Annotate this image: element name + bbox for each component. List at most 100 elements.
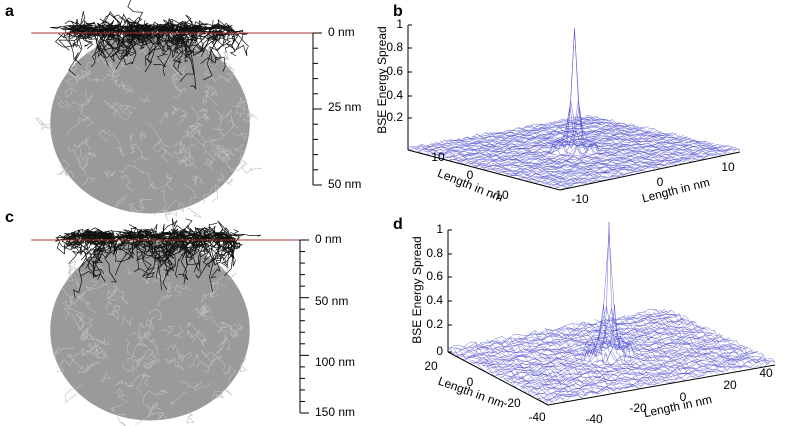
trajectory	[67, 354, 81, 368]
trajectory	[71, 11, 91, 40]
trajectory	[142, 330, 152, 339]
trajectory	[179, 148, 195, 168]
mesh-line	[483, 29, 666, 168]
trajectory	[194, 381, 213, 391]
trajectory	[115, 379, 128, 386]
mesh-line	[525, 350, 751, 391]
trajectory	[73, 347, 85, 360]
trajectory	[192, 174, 199, 187]
trajectory	[65, 75, 82, 81]
trajectory	[111, 304, 119, 320]
trajectory	[81, 342, 96, 357]
mesh-line	[507, 338, 732, 380]
trajectory	[160, 325, 174, 336]
trajectory	[166, 173, 173, 192]
trajectory	[84, 228, 99, 235]
trajectory	[116, 388, 129, 403]
trajectory	[118, 291, 130, 306]
trajectory	[209, 282, 226, 290]
mesh-line	[527, 349, 754, 394]
trajectory	[99, 27, 123, 60]
trajectory	[41, 122, 54, 131]
mesh-line	[458, 348, 560, 401]
trajectory	[217, 232, 230, 268]
x-tick-label: 20	[424, 359, 438, 373]
mesh-line	[448, 139, 601, 181]
trajectory	[118, 17, 144, 27]
x-axis	[447, 351, 549, 406]
trajectory	[65, 70, 79, 86]
trajectory	[85, 300, 97, 314]
trajectory	[219, 60, 235, 75]
trajectory	[183, 26, 209, 30]
trajectory	[170, 58, 186, 78]
trajectory	[73, 237, 88, 299]
mesh-line	[492, 332, 715, 373]
mesh-line	[450, 310, 668, 351]
trajectory	[185, 321, 201, 334]
trajectory	[81, 98, 90, 111]
mesh-line	[506, 136, 688, 175]
trajectory	[155, 274, 164, 284]
trajectory	[182, 28, 204, 31]
trajectory	[105, 24, 125, 41]
trajectory	[153, 274, 170, 283]
trajectory	[156, 26, 170, 43]
trajectory	[108, 232, 118, 256]
trajectory	[212, 127, 224, 141]
panel-letter: c	[5, 209, 14, 226]
trajectory	[85, 90, 94, 103]
trajectory	[65, 101, 83, 109]
trajectory	[226, 28, 241, 33]
trajectory	[70, 67, 87, 83]
trajectory	[180, 159, 192, 167]
trajectory	[203, 149, 214, 167]
mesh-line	[497, 233, 721, 375]
trajectory	[127, 232, 142, 238]
trajectory	[160, 110, 168, 125]
trajectory	[174, 284, 192, 298]
trajectory	[217, 233, 231, 260]
trajectory	[165, 343, 181, 358]
y-axis	[547, 364, 776, 406]
trajectory	[133, 237, 149, 275]
x-tick-label: 0	[467, 375, 474, 389]
trajectory	[188, 354, 199, 367]
trajectory	[177, 237, 196, 280]
trajectory	[187, 330, 196, 343]
trajectory	[198, 306, 211, 317]
trajectory	[180, 227, 194, 262]
trajectory	[177, 201, 186, 213]
scale-label: 0 nm	[328, 25, 355, 39]
trajectory	[153, 199, 178, 216]
trajectory	[125, 27, 149, 43]
mesh-line	[461, 127, 643, 163]
trajectory	[83, 19, 100, 68]
trajectory	[148, 176, 173, 190]
trajectory	[223, 364, 236, 385]
trajectory	[208, 22, 223, 30]
trajectory	[122, 85, 134, 94]
trajectory	[239, 358, 248, 373]
trajectory	[140, 171, 156, 191]
trajectory	[82, 177, 98, 186]
trajectory	[34, 117, 51, 126]
trajectory	[80, 234, 102, 278]
trajectory	[128, 24, 158, 43]
trajectory	[109, 402, 124, 412]
trajectory	[68, 313, 84, 331]
trajectory	[188, 207, 202, 218]
trajectory	[80, 155, 90, 164]
trajectory	[62, 307, 82, 320]
trajectory	[217, 335, 232, 351]
y-axis-label: Length in nm	[642, 392, 713, 420]
trajectory	[116, 52, 136, 64]
mesh-line	[548, 145, 729, 187]
trajectory	[77, 362, 93, 373]
trajectory	[190, 48, 212, 55]
mesh-line	[545, 328, 651, 387]
mesh-line	[471, 136, 624, 175]
trajectory	[148, 308, 162, 320]
trajectory	[80, 162, 88, 176]
trajectory	[155, 233, 176, 262]
